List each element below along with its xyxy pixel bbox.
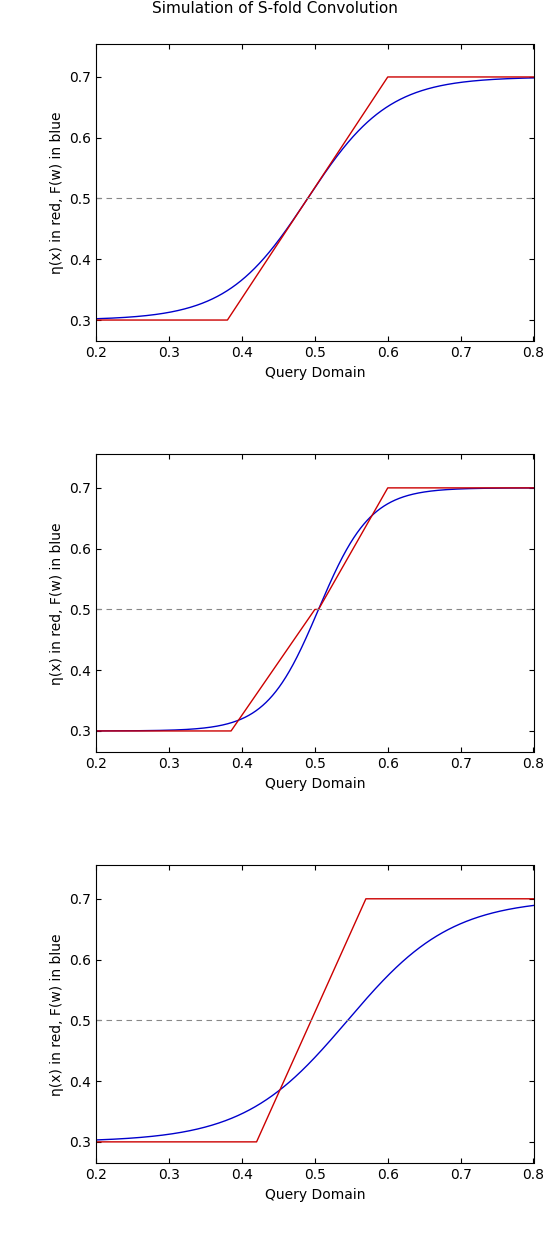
Y-axis label: η(x) in red, F(w) in blue: η(x) in red, F(w) in blue <box>50 933 64 1096</box>
Y-axis label: η(x) in red, F(w) in blue: η(x) in red, F(w) in blue <box>50 111 64 274</box>
X-axis label: Query Domain: Query Domain <box>265 366 365 379</box>
X-axis label: Query Domain: Query Domain <box>265 1188 365 1202</box>
X-axis label: Query Domain: Query Domain <box>265 776 365 791</box>
Y-axis label: η(x) in red, F(w) in blue: η(x) in red, F(w) in blue <box>50 522 64 684</box>
Text: Simulation of S-fold Convolution: Simulation of S-fold Convolution <box>152 1 398 16</box>
